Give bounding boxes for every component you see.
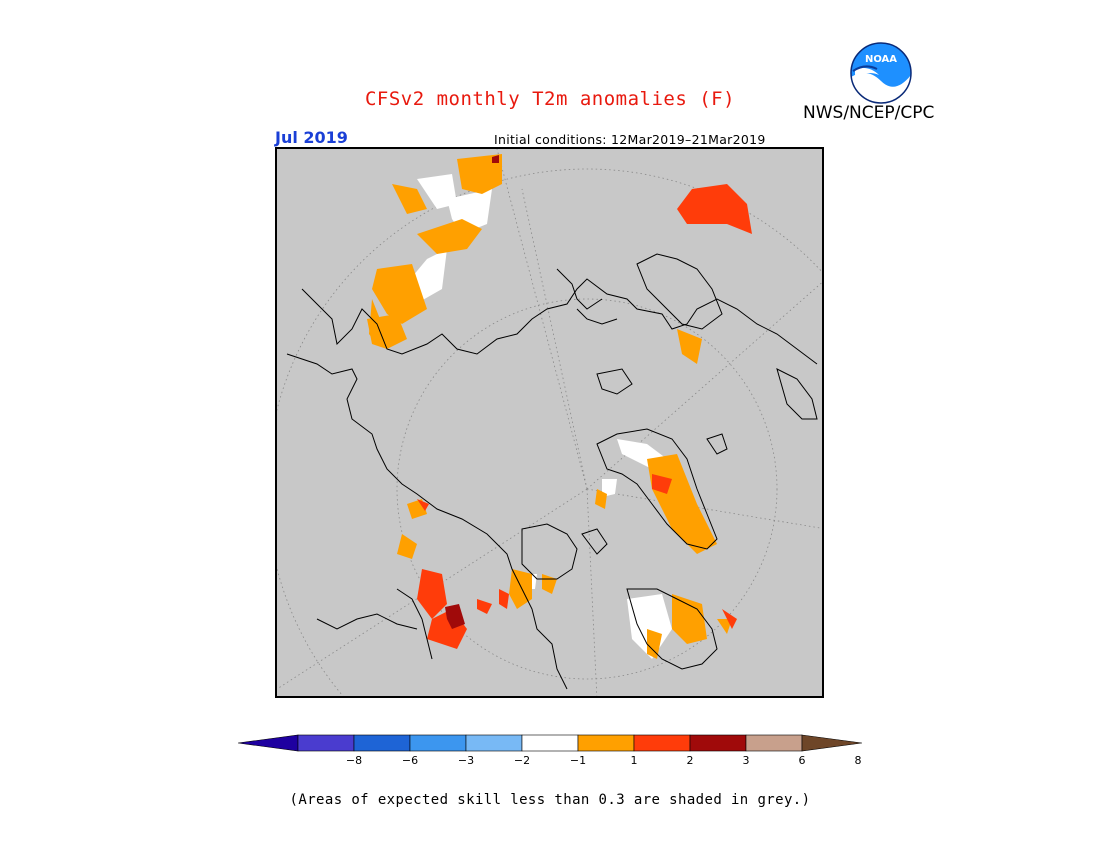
colorbar-tick-label: −2	[513, 754, 531, 767]
colorbar-tick-label: −1	[569, 754, 587, 767]
colorbar	[237, 733, 863, 753]
polar-map	[275, 147, 824, 698]
colorbar-tick-label: 6	[798, 754, 806, 767]
anomaly-2-to-3	[417, 184, 752, 649]
coastlines	[286, 253, 818, 690]
colorbar-box	[465, 734, 523, 752]
colorbar-box	[633, 734, 691, 752]
colorbar-tick-label: 1	[630, 754, 638, 767]
colorbar-svg	[237, 734, 863, 752]
colorbar-tick-label: −3	[457, 754, 475, 767]
colorbar-tick-label: −6	[401, 754, 419, 767]
colorbar-tick-label: −8	[345, 754, 363, 767]
skill-footnote: (Areas of expected skill less than 0.3 a…	[289, 792, 811, 808]
colorbar-box	[577, 734, 635, 752]
logo-text: NOAA	[865, 54, 897, 65]
colorbar-box	[689, 734, 747, 752]
map-title: CFSv2 monthly T2m anomalies (F)	[364, 88, 736, 110]
colorbar-low-arrow	[237, 734, 299, 752]
agency-label: NWS/NCEP/CPC	[803, 103, 935, 123]
colorbar-box	[353, 734, 411, 752]
graticule	[277, 149, 822, 696]
forecast-month: Jul 2019	[275, 128, 348, 147]
noaa-logo: NOAA	[849, 41, 913, 107]
colorbar-box	[745, 734, 803, 752]
colorbar-box	[297, 734, 355, 752]
colorbar-box	[521, 734, 579, 752]
colorbar-tick-label: 8	[854, 754, 862, 767]
colorbar-high-arrow	[801, 734, 863, 752]
initial-conditions: Initial conditions: 12Mar2019–21Mar2019	[494, 132, 766, 147]
anomaly-near-zero	[402, 174, 672, 659]
anomaly-3-to-6	[445, 155, 499, 629]
map-canvas	[277, 149, 822, 696]
anomaly-1-to-2	[367, 154, 732, 659]
colorbar-box	[409, 734, 467, 752]
colorbar-tick-label: 2	[686, 754, 694, 767]
colorbar-tick-label: 3	[742, 754, 750, 767]
